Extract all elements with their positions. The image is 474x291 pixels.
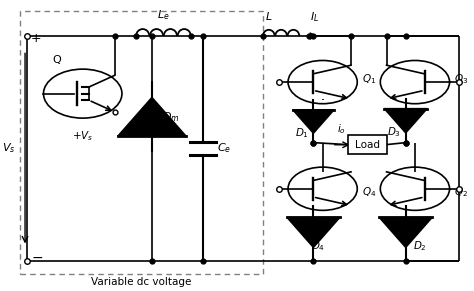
Polygon shape	[384, 109, 427, 133]
Text: $D_m$: $D_m$	[162, 110, 180, 124]
Text: $i_o$: $i_o$	[337, 122, 346, 136]
Text: $D_1$: $D_1$	[295, 126, 309, 140]
Polygon shape	[287, 217, 340, 248]
Polygon shape	[379, 217, 432, 248]
Text: $Q_2$: $Q_2$	[454, 185, 468, 198]
FancyBboxPatch shape	[348, 135, 387, 154]
Text: −: −	[31, 251, 43, 265]
Text: $Q_4$: $Q_4$	[362, 185, 376, 198]
Text: $+V_s$: $+V_s$	[72, 130, 93, 143]
Text: $I_L$: $I_L$	[310, 11, 319, 24]
Text: $D_4$: $D_4$	[311, 240, 325, 253]
Text: $L$: $L$	[265, 10, 273, 22]
Text: $Q_3$: $Q_3$	[454, 72, 468, 86]
Text: $D_2$: $D_2$	[413, 240, 427, 253]
Text: Q: Q	[53, 55, 62, 65]
Text: $D_3$: $D_3$	[387, 125, 401, 139]
Text: $L_e$: $L_e$	[157, 8, 170, 22]
Polygon shape	[118, 97, 186, 136]
Text: +: +	[31, 32, 42, 45]
Text: $C_e$: $C_e$	[217, 141, 231, 155]
Text: $Q_1$: $Q_1$	[362, 72, 376, 86]
Text: Variable dc voltage: Variable dc voltage	[91, 277, 191, 287]
Text: $V_s$: $V_s$	[2, 141, 16, 155]
Text: Load: Load	[355, 140, 380, 150]
Polygon shape	[292, 110, 334, 133]
